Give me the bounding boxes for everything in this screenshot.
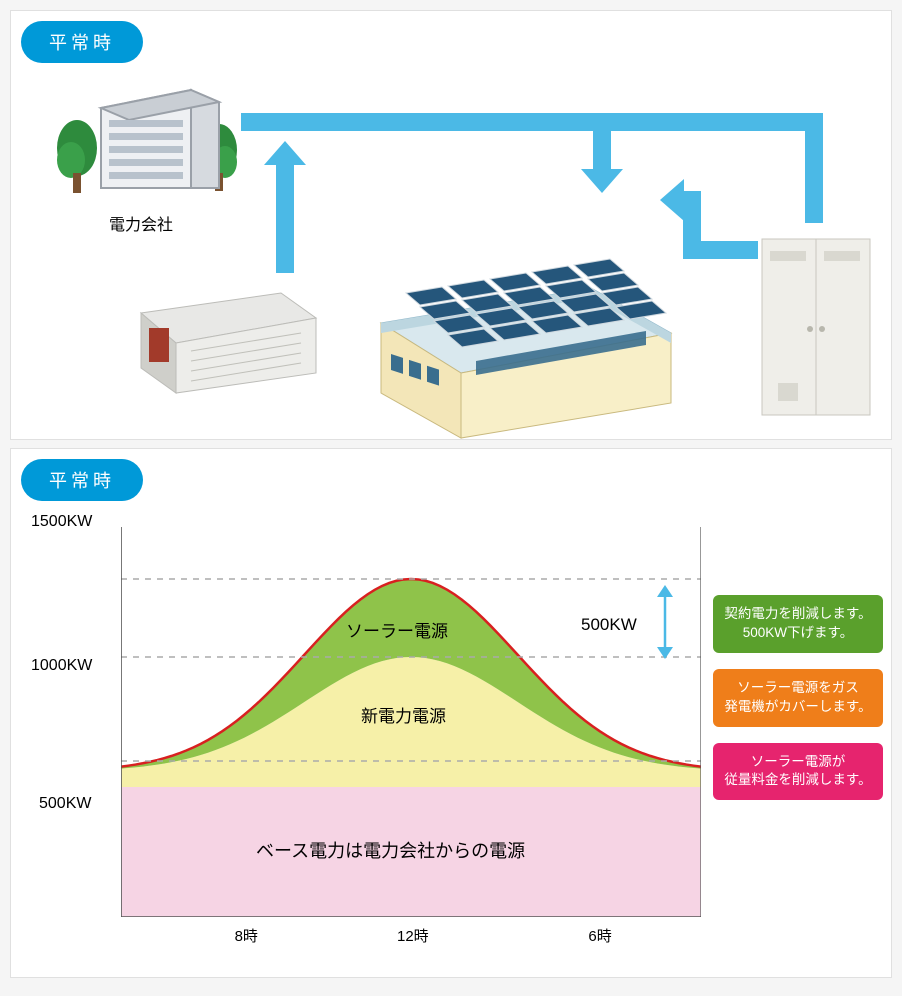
badge-normal-chart: 平常時 [21, 459, 143, 501]
flow-arrow [805, 113, 823, 223]
normal-operation-chart-panel: 平常時 1500KW 1000KW 500KW ソーラー電源 新電力電源 ベース… [10, 448, 892, 978]
side-tag-2-line2: 従量料金を削減します。 [724, 772, 871, 787]
distribution-panel-icon [756, 233, 876, 423]
double-arrow-icon [653, 585, 677, 659]
y-tick-500: 500KW [39, 795, 91, 813]
side-tag-1-line2: 発電機がカバーします。 [724, 699, 871, 714]
side-tag-0-line2: 500KW下げます。 [743, 625, 853, 640]
badge-normal-top: 平常時 [21, 21, 143, 63]
arrow-head-down-icon [581, 169, 623, 193]
side-tag-list: 契約電力を削減します。 500KW下げます。 ソーラー電源をガス 発電機がカバー… [713, 595, 883, 800]
factory-solar-icon [351, 183, 701, 453]
x-tick-2: 6時 [588, 925, 611, 946]
side-tag-2: ソーラー電源が 従量料金を削減します。 [713, 743, 883, 801]
side-tag-0-line1: 契約電力を削減します。 [724, 606, 871, 621]
diagram-stage: 電力会社 [21, 63, 881, 443]
power-company-label: 電力会社 [109, 211, 173, 235]
layer-label-top: ソーラー電源 [346, 617, 448, 642]
x-tick-0: 8時 [235, 925, 258, 946]
arrow-head-up-icon [264, 141, 306, 165]
y-tick-1500: 1500KW [31, 513, 92, 531]
flow-arrow [738, 241, 758, 259]
power-company-icon [51, 78, 241, 208]
layer-label-base: ベース電力は電力会社からの電源 [256, 837, 525, 863]
flow-arrow [683, 191, 701, 209]
gas-generator-icon [121, 273, 321, 403]
side-tag-1: ソーラー電源をガス 発電機がカバーします。 [713, 669, 883, 727]
arrow-head-left-icon [660, 179, 684, 221]
side-tag-0: 契約電力を削減します。 500KW下げます。 [713, 595, 883, 653]
flow-arrow [241, 113, 611, 131]
flow-arrow [276, 163, 294, 273]
normal-operation-diagram-panel: 平常時 [10, 10, 892, 440]
y-tick-1000: 1000KW [31, 657, 92, 675]
kw-reduction-annotation: 500KW [581, 615, 637, 635]
side-tag-1-line1: ソーラー電源をガス [737, 680, 859, 695]
layer-label-mid: 新電力電源 [361, 702, 446, 727]
flow-arrow [593, 113, 823, 131]
x-tick-1: 12時 [397, 925, 429, 946]
chart-area: 1500KW 1000KW 500KW ソーラー電源 新電力電源 ベース電力は電… [51, 507, 881, 947]
side-tag-2-line1: ソーラー電源が [751, 754, 846, 769]
